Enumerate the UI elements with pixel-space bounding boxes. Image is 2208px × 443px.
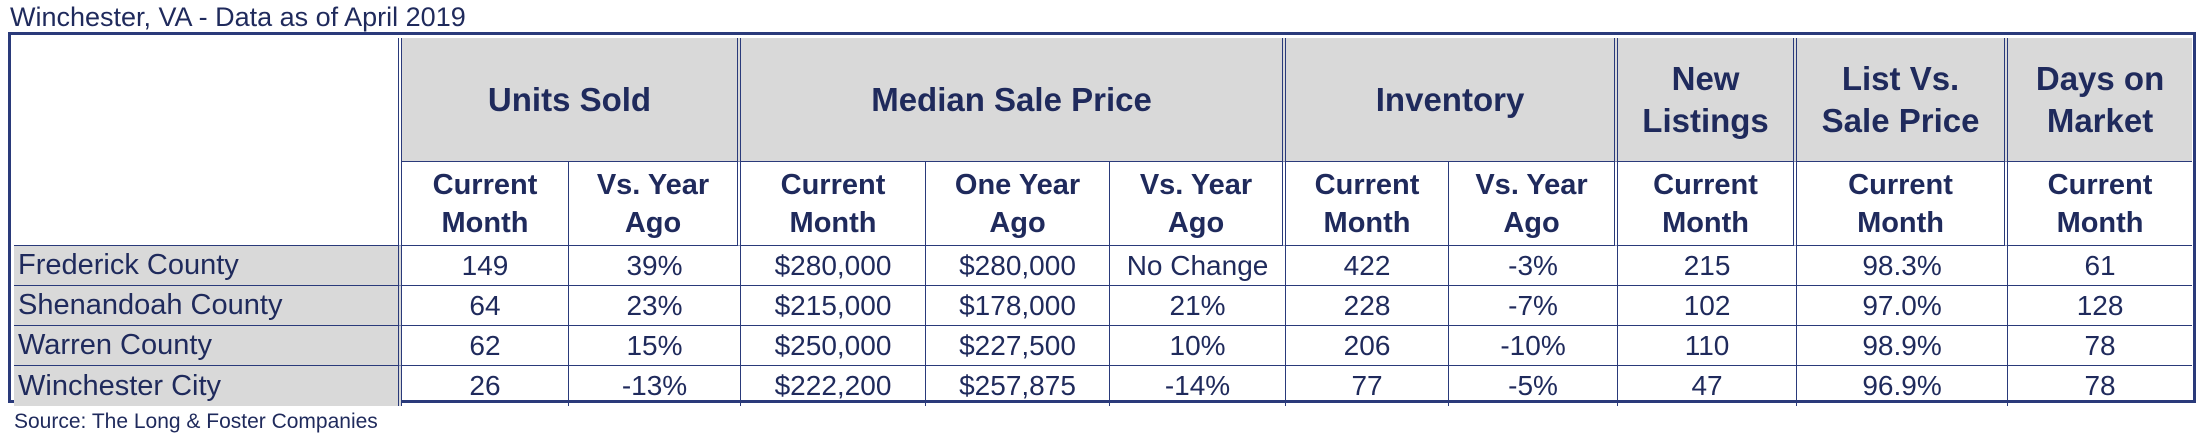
table-cell: $250,000 [741, 326, 927, 366]
table-cell: $178,000 [926, 286, 1111, 326]
table-cell: $222,200 [741, 366, 927, 406]
table-cell: 23% [569, 286, 742, 326]
table-cell: $280,000 [926, 246, 1111, 286]
table-cell: 62 [402, 326, 569, 366]
table-row: Warren County 62 15% $250,000 $227,500 1… [14, 326, 2193, 366]
row-label: Shenandoah County [14, 286, 402, 326]
table-cell: $215,000 [741, 286, 927, 326]
table-cell: -5% [1449, 366, 1619, 406]
sub-header-cell: Vs. Year Ago [1110, 162, 1287, 246]
table-cell: 228 [1286, 286, 1450, 326]
row-label: Winchester City [14, 366, 402, 406]
table-cell: 26 [402, 366, 569, 406]
table-cell: -10% [1449, 326, 1619, 366]
sub-header-cell: Current Month [1797, 162, 2009, 246]
table-cell: -14% [1110, 366, 1287, 406]
sub-header-cell: One Year Ago [926, 162, 1111, 246]
group-header-median-sale-price: Median Sale Price [741, 38, 1287, 162]
group-header-row: Units Sold Median Sale Price Inventory N… [14, 38, 2193, 246]
table-cell: 98.3% [1797, 246, 2009, 286]
sub-header-cell: Vs. Year Ago [1449, 162, 1619, 246]
table-cell: 47 [1618, 366, 1798, 406]
group-header-days-on-market: Days on Market [2008, 38, 2193, 162]
table-cell: 78 [2084, 370, 2116, 401]
table-cell: 77 [1286, 366, 1450, 406]
table-row: Shenandoah County 64 23% $215,000 $178,0… [14, 286, 2193, 326]
table-cell: -3% [1449, 246, 1619, 286]
sub-header-cell: Current Month [402, 162, 569, 246]
table-cell: -13% [569, 366, 742, 406]
table-cell: 10% [1110, 326, 1287, 366]
table-cell: 78 [2008, 326, 2193, 366]
corner-cell [14, 38, 402, 246]
group-header-list-vs-sale-price: List Vs. Sale Price [1797, 38, 2009, 162]
table-cell: $227,500 [926, 326, 1111, 366]
sub-header-row: Current Month Vs. Year Ago Current Month… [14, 162, 2193, 246]
table-row: Frederick County 149 39% $280,000 $280,0… [14, 246, 2193, 286]
table-cell: 102 [1618, 286, 1798, 326]
table-cell: 149 [402, 246, 569, 286]
table-cell: 206 [1286, 326, 1450, 366]
table-cell: No Change [1110, 246, 1287, 286]
table-cell: 422 [1286, 246, 1450, 286]
source-note: Source: The Long & Foster Companies [14, 410, 378, 433]
table-cell: 110 [1618, 326, 1798, 366]
page-title: Winchester, VA - Data as of April 2019 [10, 2, 466, 32]
table-cell: 215 [1618, 246, 1798, 286]
table-cell: 128 [2008, 286, 2193, 326]
table-cell: $280,000 [741, 246, 927, 286]
table-cell: 64 [402, 286, 569, 326]
table-cell: 21% [1110, 286, 1287, 326]
table-cell: 61 [2008, 246, 2193, 286]
market-data-table: Units Sold Median Sale Price Inventory N… [14, 38, 2193, 406]
row-label: Warren County [14, 326, 402, 366]
group-header-units-sold: Units Sold [402, 38, 742, 162]
table-cell: 98.9% [1797, 326, 2009, 366]
table-row: Winchester City 26 -13% $222,200 $257,87… [14, 366, 2192, 406]
group-header-new-listings: New Listings [1618, 38, 1798, 162]
group-header-inventory: Inventory [1286, 38, 1619, 162]
sub-header-cell: Current Month [1286, 162, 1450, 246]
table-cell: 39% [569, 246, 742, 286]
table-cell: -7% [1449, 286, 1619, 326]
table-cell: 15% [569, 326, 742, 366]
market-data-table-frame: Units Sold Median Sale Price Inventory N… [8, 32, 2196, 406]
table-cell: 96.9% [1797, 366, 2009, 406]
table-cell: 97.0% [1797, 286, 2009, 326]
sub-header-cell: Current Month [1618, 162, 1798, 246]
row-label: Frederick County [14, 246, 402, 286]
sub-header-cell: Current Month [741, 162, 927, 246]
table-cell: $257,875 [926, 366, 1111, 406]
sub-header-cell: Vs. Year Ago [569, 162, 742, 246]
sub-header-cell: Current Month [2008, 162, 2193, 246]
